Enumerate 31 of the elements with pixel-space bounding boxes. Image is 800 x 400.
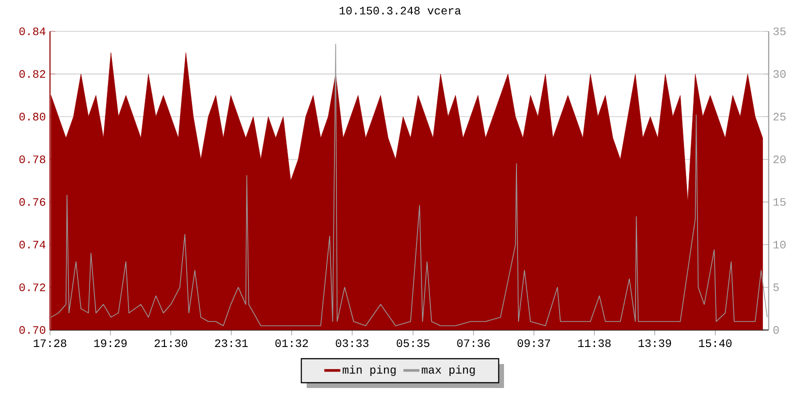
chart-title: 10.150.3.248 vcera [340, 6, 461, 14]
y2-tick-label: 25 [774, 112, 786, 121]
y-tick-label: 0.82 [19, 70, 46, 78]
legend-label: min ping [342, 365, 396, 376]
y-tick-label: 0.76 [19, 198, 46, 206]
y-tick-label: 0.70 [19, 326, 46, 334]
legend-label: max ping [422, 365, 475, 376]
y-tick-label: 0.80 [19, 112, 46, 121]
y-tick-label: 0.84 [19, 27, 46, 36]
y2-tick-label: 10 [774, 240, 786, 249]
x-tick-label: 17:28 [34, 339, 66, 348]
x-tick-label: 11:38 [578, 339, 611, 348]
x-tick-label: 21:30 [154, 339, 188, 348]
y-tick-label: 0.78 [19, 155, 46, 164]
x-tick-label: 01:32 [275, 339, 308, 348]
y2-tick-label: 30 [773, 70, 786, 78]
x-tick-label: 03:33 [336, 339, 368, 348]
x-tick-label: 05:35 [396, 339, 430, 348]
y2-tick-label: 0 [773, 326, 779, 334]
y-tick-label: 0.74 [19, 240, 46, 249]
x-tick-label: 19:29 [94, 339, 127, 348]
x-tick-label: 15:40 [699, 339, 732, 348]
y2-tick-label: 20 [774, 155, 786, 164]
x-tick-label: 23:31 [215, 339, 248, 348]
y2-tick-label: 15 [774, 198, 786, 206]
y2-tick-label: 35 [773, 27, 786, 36]
y-tick-label: 0.72 [19, 283, 46, 292]
y2-tick-label: 5 [773, 284, 779, 292]
x-tick-label: 07:36 [457, 339, 490, 348]
x-tick-label: 09:37 [518, 339, 550, 348]
x-tick-label: 13:39 [638, 339, 672, 348]
